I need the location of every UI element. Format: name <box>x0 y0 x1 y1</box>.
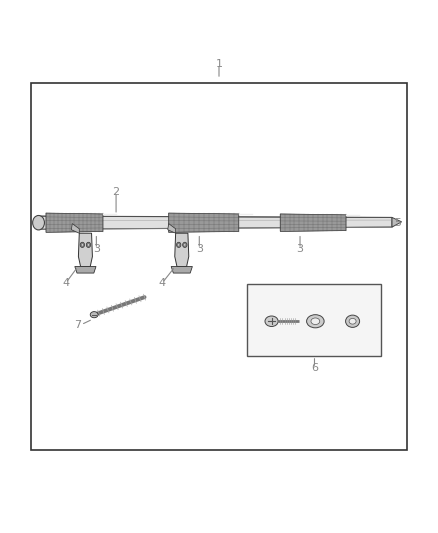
Polygon shape <box>46 213 103 232</box>
Polygon shape <box>168 223 176 233</box>
Ellipse shape <box>265 316 278 327</box>
Text: 5: 5 <box>394 217 401 228</box>
Ellipse shape <box>177 242 181 247</box>
Polygon shape <box>175 233 189 266</box>
Text: 6: 6 <box>311 363 318 373</box>
Ellipse shape <box>80 242 85 247</box>
Text: 7: 7 <box>74 320 81 330</box>
Text: 4: 4 <box>159 278 166 288</box>
Text: 3: 3 <box>196 244 203 254</box>
Ellipse shape <box>183 242 187 247</box>
Ellipse shape <box>32 215 45 230</box>
Ellipse shape <box>87 244 89 246</box>
Polygon shape <box>280 214 346 231</box>
Polygon shape <box>169 213 239 232</box>
Ellipse shape <box>349 318 356 324</box>
Ellipse shape <box>81 244 83 246</box>
Polygon shape <box>75 266 96 273</box>
Ellipse shape <box>177 244 180 246</box>
Bar <box>247 284 381 356</box>
Polygon shape <box>78 233 92 266</box>
Text: 4: 4 <box>62 278 69 288</box>
Ellipse shape <box>307 314 324 328</box>
Text: 3: 3 <box>297 244 304 254</box>
Ellipse shape <box>311 318 320 325</box>
Text: 2: 2 <box>113 187 120 197</box>
Bar <box>31 83 407 450</box>
Ellipse shape <box>86 242 91 247</box>
Polygon shape <box>392 217 402 227</box>
Polygon shape <box>71 223 79 233</box>
Ellipse shape <box>184 244 186 246</box>
Text: 1: 1 <box>215 59 223 69</box>
Ellipse shape <box>346 315 360 327</box>
Polygon shape <box>171 266 192 273</box>
Text: 3: 3 <box>93 244 100 254</box>
Polygon shape <box>37 216 392 229</box>
Ellipse shape <box>90 312 98 318</box>
